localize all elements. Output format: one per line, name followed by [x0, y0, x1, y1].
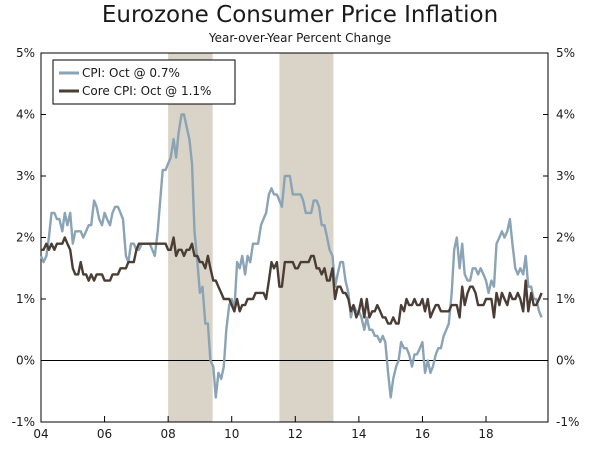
y-tick-label-right: 1% [556, 292, 575, 306]
x-tick-label: 14 [351, 427, 366, 441]
y-tick-label-right: -1% [556, 415, 579, 429]
recession-shade [168, 53, 213, 422]
x-tick-label: 12 [288, 427, 303, 441]
y-tick-label-right: 4% [556, 108, 575, 122]
y-tick-label-left: 4% [16, 108, 35, 122]
x-tick-label: 16 [415, 427, 430, 441]
y-tick-label-left: 2% [16, 231, 35, 245]
y-tick-label-left: 0% [16, 354, 35, 368]
x-tick-label: 18 [478, 427, 493, 441]
cpi-series-line [39, 113, 543, 399]
y-tick-label-left: -1% [12, 415, 35, 429]
y-tick-label-right: 0% [556, 354, 575, 368]
y-tick-label-right: 3% [556, 169, 575, 183]
legend-box [52, 59, 236, 105]
recession-shade [279, 53, 334, 422]
x-tick-label: 04 [33, 427, 48, 441]
chart-subtitle: Year-over-Year Percent Change [208, 31, 392, 45]
y-tick-label-right: 2% [556, 231, 575, 245]
y-tick-label-right: 5% [556, 46, 575, 60]
y-tick-label-left: 5% [16, 46, 35, 60]
y-tick-label-left: 3% [16, 169, 35, 183]
y-tick-label-left: 1% [16, 292, 35, 306]
core-cpi-series-line [41, 236, 543, 325]
x-tick-label: 08 [161, 427, 176, 441]
x-tick-label: 10 [224, 427, 239, 441]
legend-label: CPI: Oct @ 0.7% [82, 66, 180, 80]
chart-title: Eurozone Consumer Price Inflation [101, 2, 499, 28]
legend-label: Core CPI: Oct @ 1.1% [82, 84, 211, 98]
x-tick-label: 06 [97, 427, 112, 441]
